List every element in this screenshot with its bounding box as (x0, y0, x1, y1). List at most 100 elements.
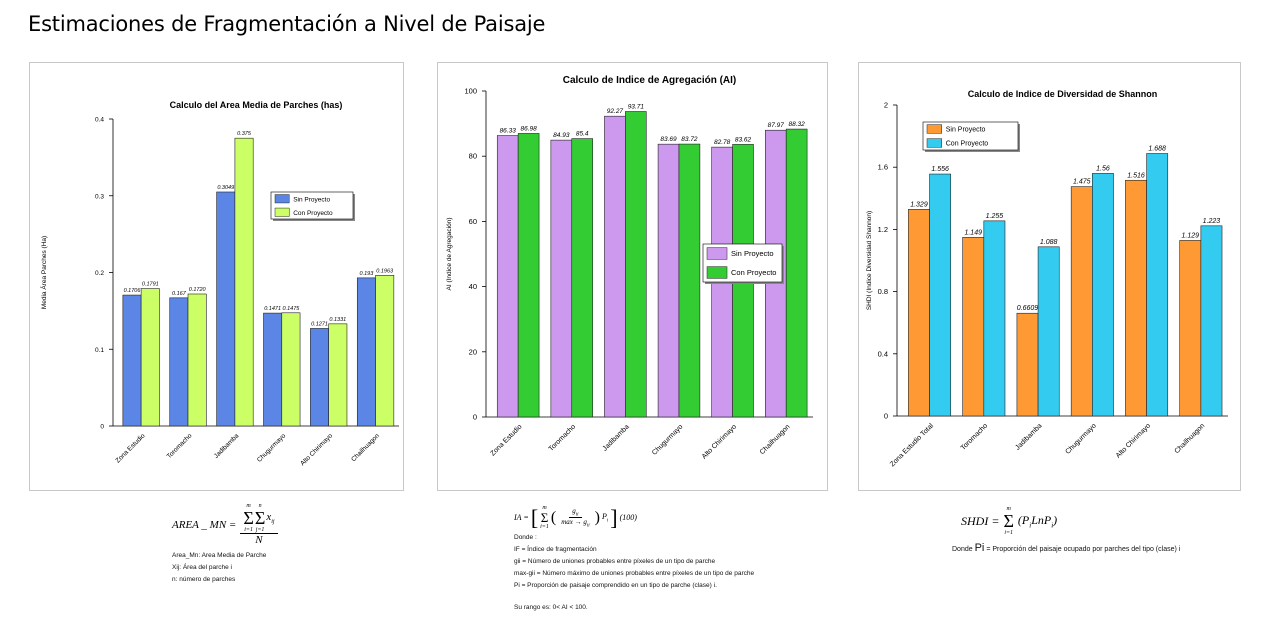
y-tick-label: 0.8 (878, 287, 888, 296)
chart-title: Calculo del Area Media de Parches (has) (170, 100, 343, 110)
bar-sin-proyecto-toromacho (550, 139, 573, 418)
shdi-equation-lhs: SHDI = (961, 513, 1000, 528)
bar-con-proyecto-jadibamba (625, 111, 647, 418)
y-tick-label: 0.1 (95, 347, 104, 354)
legend-swatch-con-proyecto (706, 266, 728, 279)
data-label: 1.688 (1148, 146, 1166, 153)
formula-agregacion: IA = [ m Σ i=1 ( gii max → gii ) Pi ] (1… (514, 505, 754, 614)
legend-label-con-proyecto: Con Proyecto (731, 268, 776, 277)
data-label: 87.97 (768, 122, 785, 129)
shdi-body: (PiLnPi) (1017, 512, 1058, 530)
y-tick-label: 2 (884, 101, 888, 110)
data-label: 1.329 (910, 201, 928, 208)
bar-con-proyecto-jadibamba (234, 137, 254, 427)
legend-swatch-sin-proyecto (706, 247, 728, 260)
data-label: 1.223 (1203, 218, 1221, 225)
y-tick-label: 20 (469, 347, 477, 356)
data-label: 83.69 (660, 136, 677, 143)
x-tick-label: Toromacho (166, 432, 194, 460)
bar-con-proyecto-chugurmayo (1092, 173, 1114, 417)
data-label: 86.98 (520, 125, 537, 132)
legend-label-con-proyecto: Con Proyecto (946, 141, 989, 148)
bar-con-proyecto-toromacho (187, 293, 207, 427)
legend-swatch-con-proyecto (274, 207, 290, 217)
data-label: 0.167 (172, 291, 187, 297)
x-tick-label: Zona Estudio (115, 432, 147, 464)
area-equation-lhs: AREA _ MN = (172, 518, 237, 531)
y-axis-label: SHDI (Indice Diversidad Shannon) (866, 211, 873, 310)
chart-area-media: Calculo del Area Media de Parches (has) 0… (39, 100, 399, 467)
data-label: 1.516 (1127, 172, 1145, 179)
y-tick-label: 0.3 (95, 193, 104, 200)
x-tick-label: Chailhuagon (759, 423, 792, 456)
bar-sin-proyecto-jadibamba (216, 191, 236, 427)
area-note-0: Area_Mn: Area Media de Parche (172, 552, 267, 559)
data-label: 0.1271 (311, 321, 328, 327)
ai-note-3: max-gii = Número máximo de uniones proba… (514, 570, 755, 577)
bar-sin-proyecto-jadibamba (604, 115, 626, 418)
x-tick-label: Alto Chirimayo (701, 423, 738, 460)
y-tick-label: 100 (464, 87, 477, 96)
area-note-1: Xij: Área del parche i (172, 564, 232, 571)
bar-sin-proyecto-zona-estudio-total (908, 209, 930, 417)
ai-tail: (100) (619, 513, 637, 522)
data-label: 0.1791 (142, 282, 159, 288)
area-denominator: N (255, 534, 263, 546)
bar-sin-proyecto-jadibamba (1016, 312, 1039, 417)
sum-symbol-inner: n Σ j=1 (254, 503, 266, 533)
x-tick-label: Toromacho (960, 422, 990, 452)
ai-note-2: gii = Número de uniones probables entre … (514, 558, 716, 565)
ai-note-4: Pi = Proporción de paisaje comprendido e… (514, 582, 717, 589)
x-tick-label: Chailhuagon (1174, 422, 1207, 455)
y-tick-label: 1.6 (878, 163, 888, 172)
legend-swatch-sin-proyecto (274, 194, 290, 204)
data-label: 1.088 (1040, 239, 1058, 246)
y-tick-label: 0 (884, 412, 888, 421)
y-tick-label: 60 (469, 217, 477, 226)
bar-con-proyecto-chailhuagon (785, 128, 808, 418)
data-label: 0.3049 (217, 185, 234, 191)
formula-shannon: SHDI = m Σ i=1 (PiLnPi) Donde Pi = Propo… (952, 506, 1180, 556)
x-tick-label: Chailhuagon (350, 432, 381, 463)
shdi-equation: SHDI = m Σ i=1 (PiLnPi) (961, 506, 1180, 536)
bar-sin-proyecto-zona-estudio (122, 294, 142, 427)
page-title: Estimaciones de Fragmentación a Nivel de… (28, 12, 546, 36)
ai-note-1: IF = Índice de fragmentación (514, 546, 597, 553)
bar-sin-proyecto-toromacho (169, 297, 189, 427)
ai-equation: IA = [ m Σ i=1 ( gii max → gii ) Pi ] (1… (514, 504, 637, 530)
x-tick-label: Zona Estudio (489, 423, 523, 457)
ai-equation-lhs: IA = (514, 513, 529, 522)
data-label: 1.129 (1182, 232, 1200, 239)
chart-panel-agregacion: Calculo de Indice de Agregación (AI) 0 20 4… (437, 62, 828, 491)
bar-sin-proyecto-zona-estudio (496, 135, 519, 418)
data-label: 82.78 (714, 139, 731, 146)
y-tick-label: 80 (469, 152, 477, 161)
data-label: 83.72 (681, 136, 698, 143)
bar-con-proyecto-zona-estudio (140, 288, 160, 427)
bar-sin-proyecto-chailhuagon (1179, 240, 1202, 417)
data-label: 0.1963 (376, 268, 394, 274)
data-label: 0.1471 (264, 306, 281, 312)
x-tick-label: Jadibamba (1014, 422, 1043, 451)
data-label: 0.6609 (1017, 305, 1039, 312)
y-axis-label: Media Área Parches (Ha) (39, 236, 48, 309)
legend-label-sin-proyecto: Sin Proyecto (946, 127, 986, 134)
sum-symbol-outer: m Σ i=1 (243, 503, 254, 533)
x-tick-label: Toromacho (548, 423, 578, 453)
y-tick-label: 0.4 (878, 349, 888, 358)
bar-con-proyecto-chugurmayo (678, 143, 701, 418)
y-tick-label: 0 (100, 424, 104, 431)
data-label: 92.27 (607, 108, 624, 115)
bar-con-proyecto-zona-estudio (517, 133, 540, 418)
y-tick-label: 40 (469, 282, 477, 291)
area-numerator-term: xij (266, 510, 275, 526)
legend-label-sin-proyecto: Sin Proyecto (731, 249, 774, 258)
x-tick-label: Alto Chirimayo (1115, 422, 1152, 459)
data-label: 93.71 (628, 104, 645, 111)
shdi-sum-symbol: m Σ i=1 (1003, 506, 1014, 536)
ai-term: Pi (601, 511, 609, 524)
bar-sin-proyecto-alto-chirimayo (310, 328, 329, 427)
data-label: 0.1706 (124, 288, 142, 294)
bar-con-proyecto-zona-estudio-total (929, 173, 952, 417)
ai-note-5: Su rango es: 0< AI < 100. (514, 604, 588, 611)
